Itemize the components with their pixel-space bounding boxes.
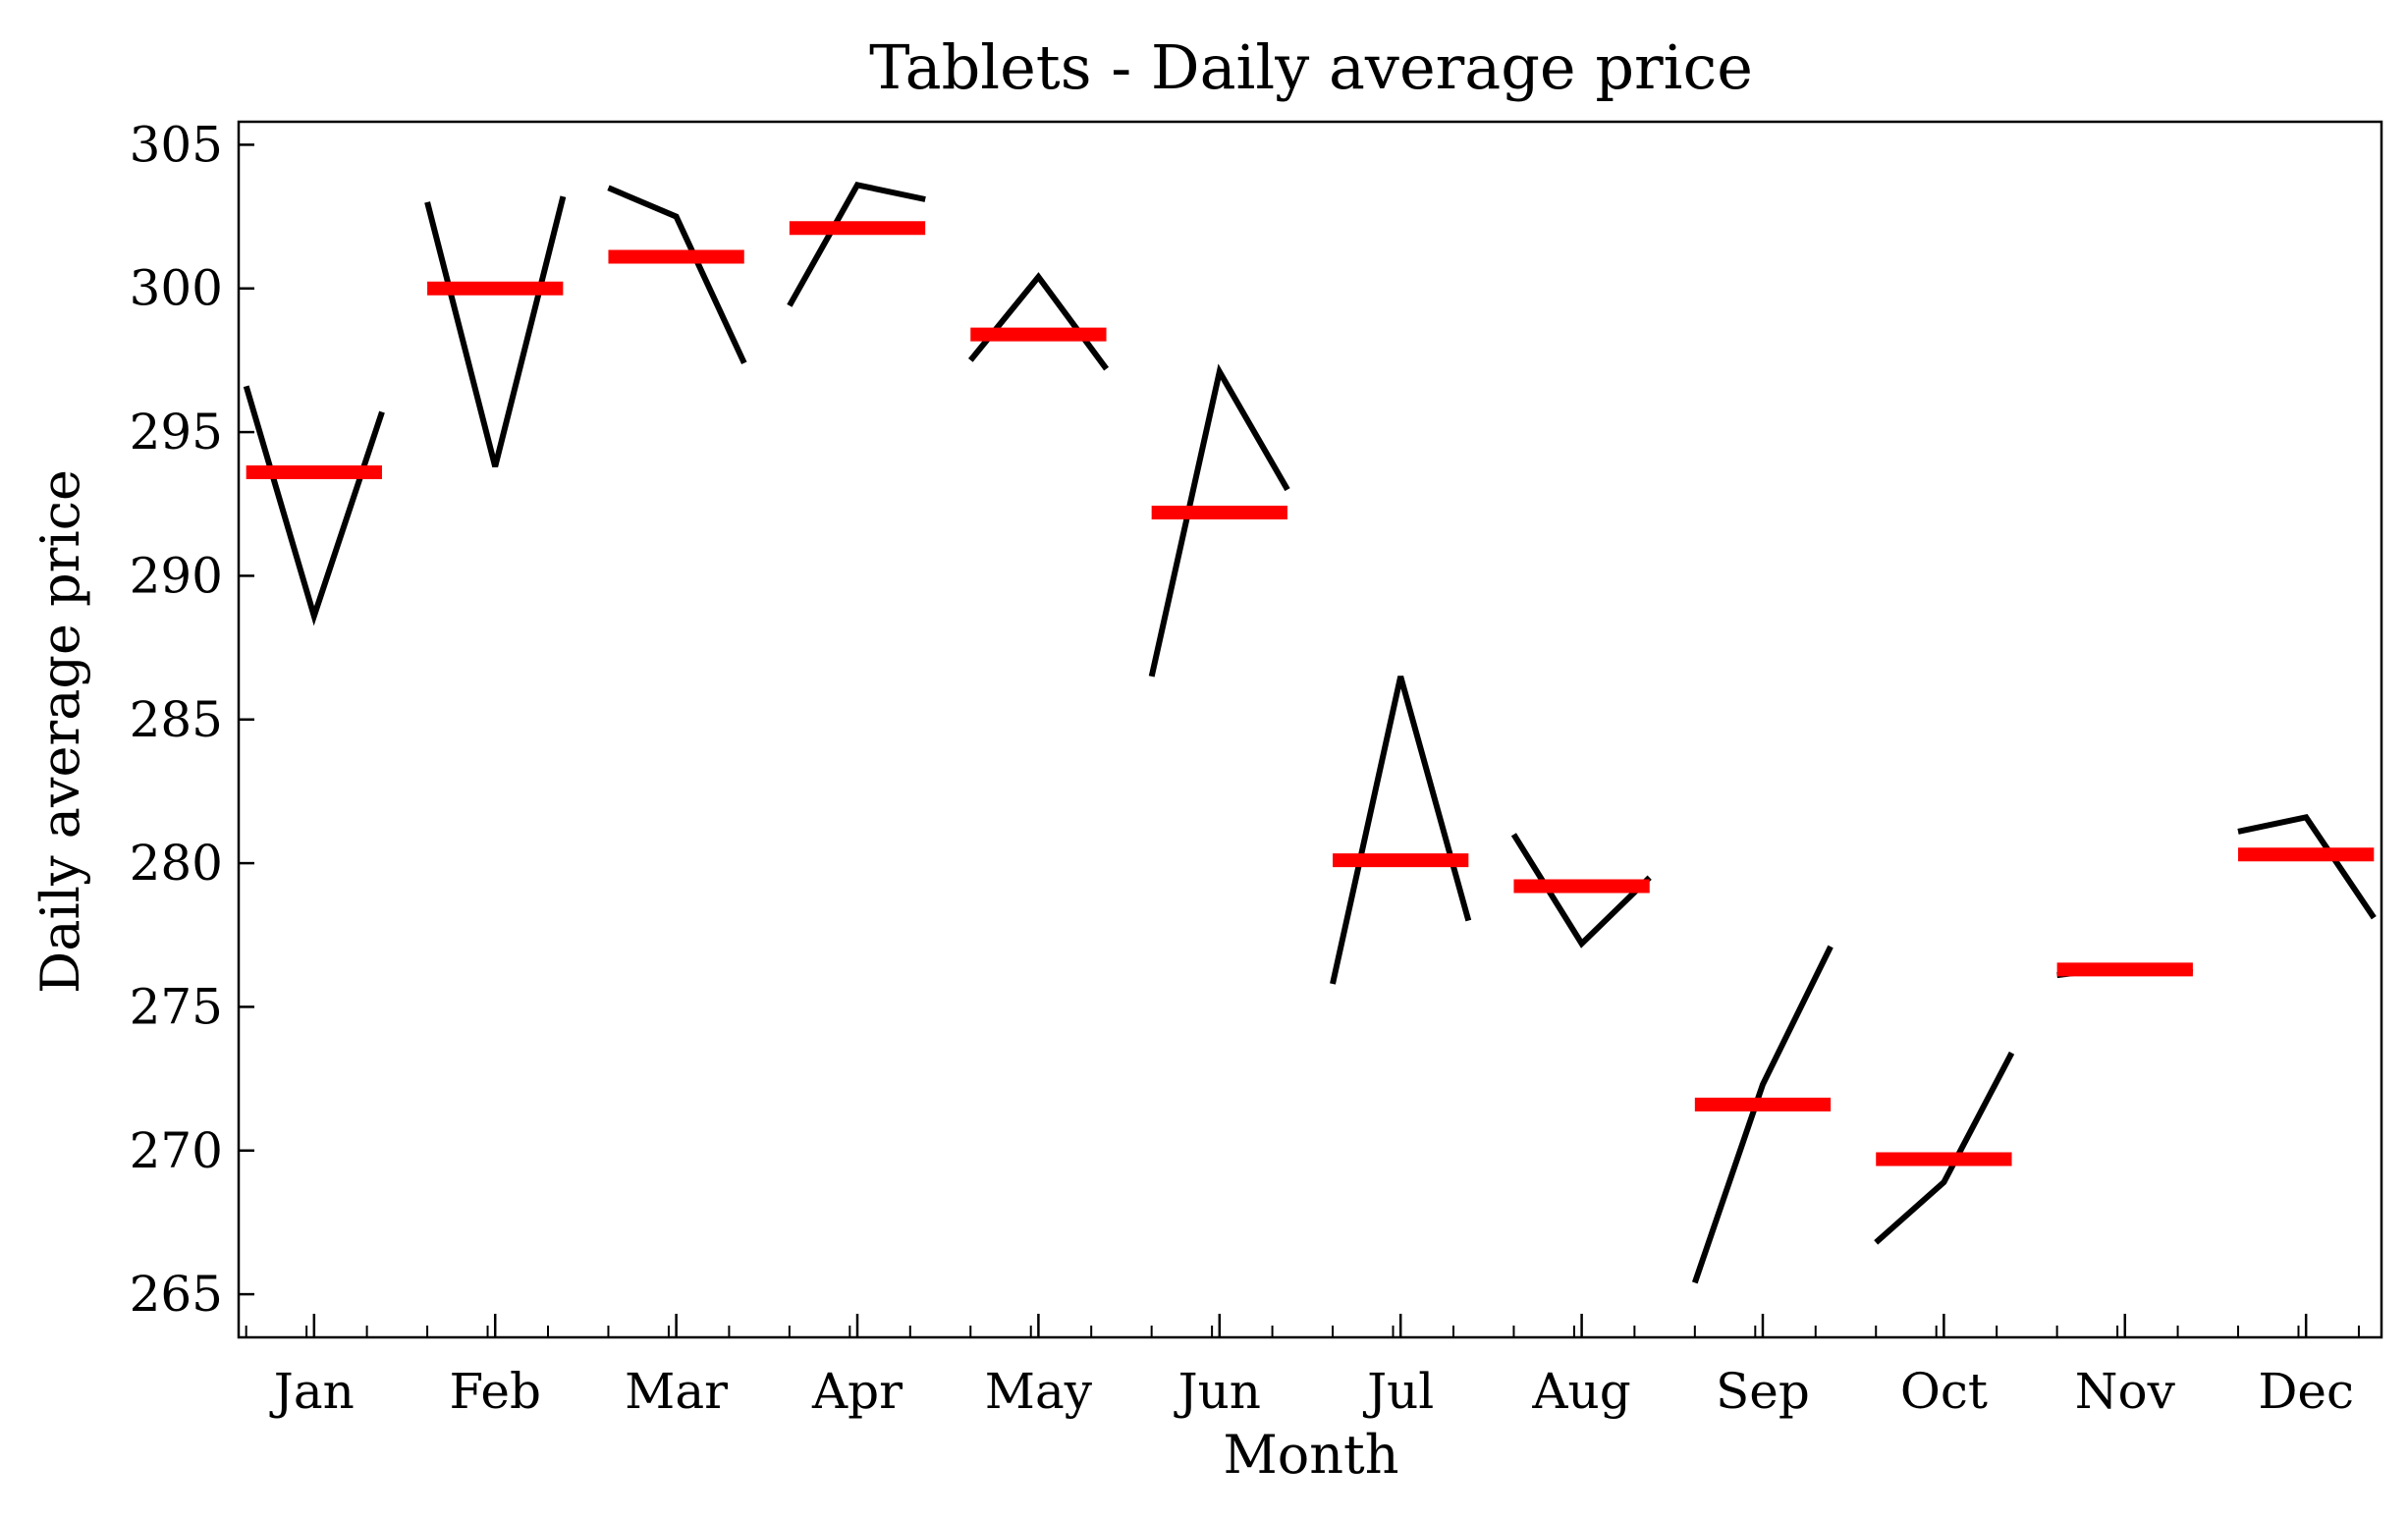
series-line-jan — [243, 385, 385, 626]
x-tick-label: Dec — [2258, 1363, 2354, 1420]
y-tick-label: 305 — [130, 116, 223, 173]
x-tick-label: Apr — [811, 1363, 903, 1420]
y-tick-label: 280 — [130, 835, 223, 892]
series-line-dec — [2237, 813, 2377, 920]
y-axis-label: Daily average price — [29, 469, 91, 994]
series-line-apr — [787, 182, 926, 307]
series-line-feb — [424, 195, 567, 467]
x-tick-label: Nov — [2075, 1363, 2176, 1420]
y-tick-label: 275 — [130, 978, 223, 1035]
x-tick-label: Oct — [1900, 1363, 1988, 1420]
x-tick-label: Feb — [449, 1363, 541, 1420]
x-tick-label: May — [985, 1363, 1093, 1420]
y-tick-label: 270 — [130, 1122, 223, 1179]
series-line-sep — [1691, 945, 1833, 1284]
y-tick-label: 265 — [130, 1266, 223, 1323]
series-line-aug — [1510, 833, 1652, 949]
y-tick-label: 285 — [130, 691, 223, 748]
x-tick-label: Jul — [1362, 1363, 1434, 1420]
x-tick-label: Jan — [269, 1363, 355, 1420]
y-tick-label: 295 — [130, 404, 223, 461]
x-axis-label: Month — [1223, 1424, 1398, 1486]
series-line-mar — [607, 185, 747, 365]
series-line-jun — [1148, 363, 1290, 678]
y-tick-label: 290 — [130, 547, 223, 604]
plot-area: 265 270 275 280 285 290 295 300 305 Jan Feb Mar Apr M… — [130, 116, 2383, 1420]
y-tick-label: 300 — [130, 260, 223, 317]
chart-title: Tablets - Daily average price — [869, 31, 1753, 103]
series-line-may — [967, 272, 1110, 371]
plot-frame — [237, 120, 2383, 1339]
series-line-jul — [1330, 676, 1472, 985]
x-tick-label: Jun — [1174, 1363, 1261, 1420]
x-tick-label: Mar — [625, 1363, 728, 1420]
x-tick-label: Sep — [1716, 1363, 1810, 1420]
series-line-oct — [1874, 1051, 2015, 1245]
x-tick-label: Aug — [1531, 1363, 1630, 1420]
